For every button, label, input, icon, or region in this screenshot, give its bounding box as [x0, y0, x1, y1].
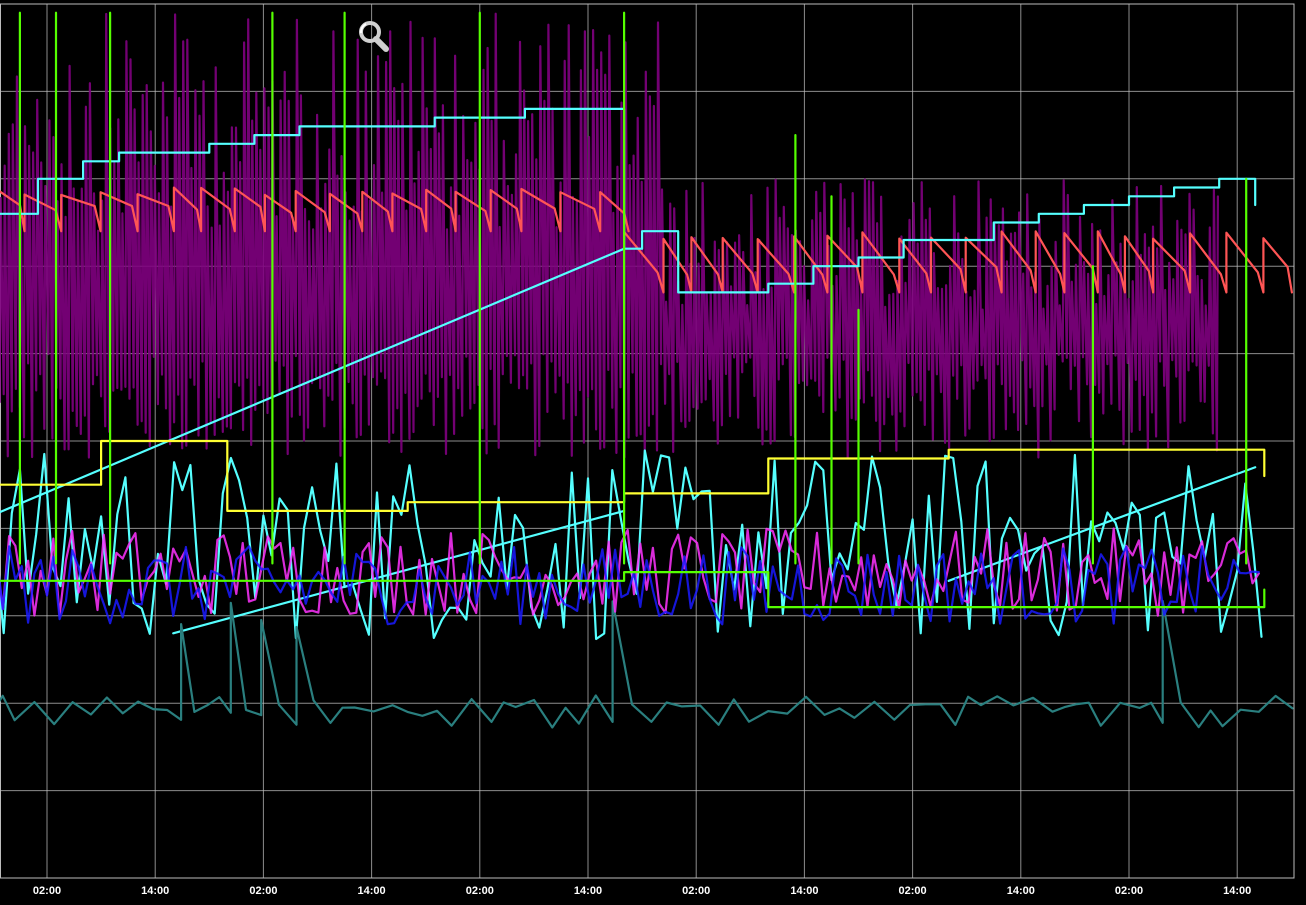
series-group: [0, 11, 1294, 729]
series-line-3-connector: [0, 247, 626, 514]
series-line-8: [18, 11, 1248, 565]
x-tick-label: 14:00: [358, 885, 386, 897]
magnifier-icon: [359, 21, 389, 52]
x-tick-label: 02:00: [249, 885, 277, 897]
series-line-3-connector: [947, 466, 1257, 582]
x-tick-label: 14:00: [790, 885, 818, 897]
series-line-1: [0, 186, 1293, 294]
x-axis: 02:00 14:00 02:00 14:00 02:00 14:00 02:00 14:00…: [33, 885, 1251, 897]
zoom-button[interactable]: [352, 16, 394, 56]
series-line-5: [0, 527, 1260, 617]
x-tick-label: 02:00: [1115, 885, 1143, 897]
series-line-6: [0, 545, 1260, 626]
x-tick-label: 14:00: [1007, 885, 1035, 897]
x-tick-label: 02:00: [682, 885, 710, 897]
series-line-4: [0, 599, 1294, 729]
plot-frame: [0, 3, 1295, 879]
x-tick-label: 02:00: [33, 885, 61, 897]
x-tick-label: 14:00: [574, 885, 602, 897]
x-tick-label: 02:00: [899, 885, 927, 897]
x-tick-label: 02:00: [466, 885, 494, 897]
series-line-9: [0, 571, 1266, 609]
x-tick-label: 14:00: [1223, 885, 1251, 897]
x-tick-label: 14:00: [141, 885, 169, 897]
